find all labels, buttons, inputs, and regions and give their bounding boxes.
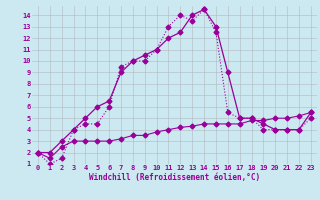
X-axis label: Windchill (Refroidissement éolien,°C): Windchill (Refroidissement éolien,°C)	[89, 173, 260, 182]
